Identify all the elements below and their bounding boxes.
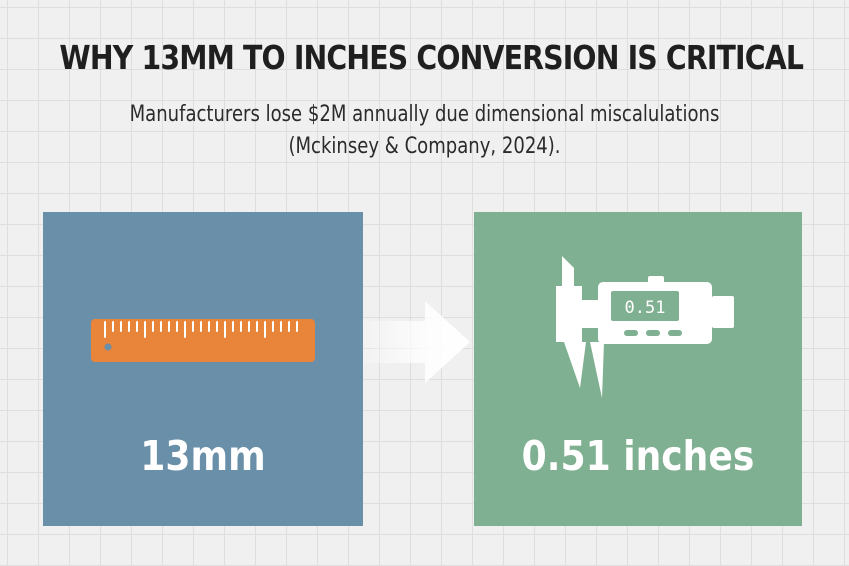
arrow-shape — [363, 301, 470, 383]
caliper-button-2 — [646, 330, 660, 336]
caliper-beam — [582, 300, 600, 328]
digital-caliper-icon: 0.51 — [556, 256, 734, 398]
caliper-upper-jaw — [562, 256, 574, 292]
caliper-screen — [609, 289, 681, 323]
caliper-display-reading: 0.51 — [625, 298, 666, 318]
caliper-button-3 — [668, 330, 682, 336]
subtitle-line-2: (Mckinsey & Company, 2024). — [288, 134, 561, 159]
inches-value: 0.51 inches — [521, 432, 755, 480]
millimeter-panel: 13mm — [43, 212, 363, 526]
caliper-top-tab — [648, 276, 664, 284]
subtitle-line-1: Manufacturers lose $2M annually due dime… — [129, 102, 720, 127]
ruler-hole — [104, 343, 112, 351]
caliper-button-1 — [624, 330, 638, 336]
arrow-right-icon — [363, 301, 470, 383]
caliper-left-body — [556, 286, 582, 342]
millimeter-value: 13mm — [140, 432, 266, 480]
caliper-lower-jaw-inner — [590, 342, 604, 398]
caliper-beam-end — [712, 296, 734, 328]
ruler-ticks — [104, 321, 298, 338]
caliper-lower-jaw-outer — [564, 342, 586, 388]
ruler-body — [91, 319, 315, 362]
page-title: WHY 13MM TO INCHES CONVERSION IS CRITICA… — [59, 38, 804, 77]
ruler-icon — [91, 319, 315, 362]
inches-panel: 0.51 0.51 inches — [474, 212, 802, 526]
